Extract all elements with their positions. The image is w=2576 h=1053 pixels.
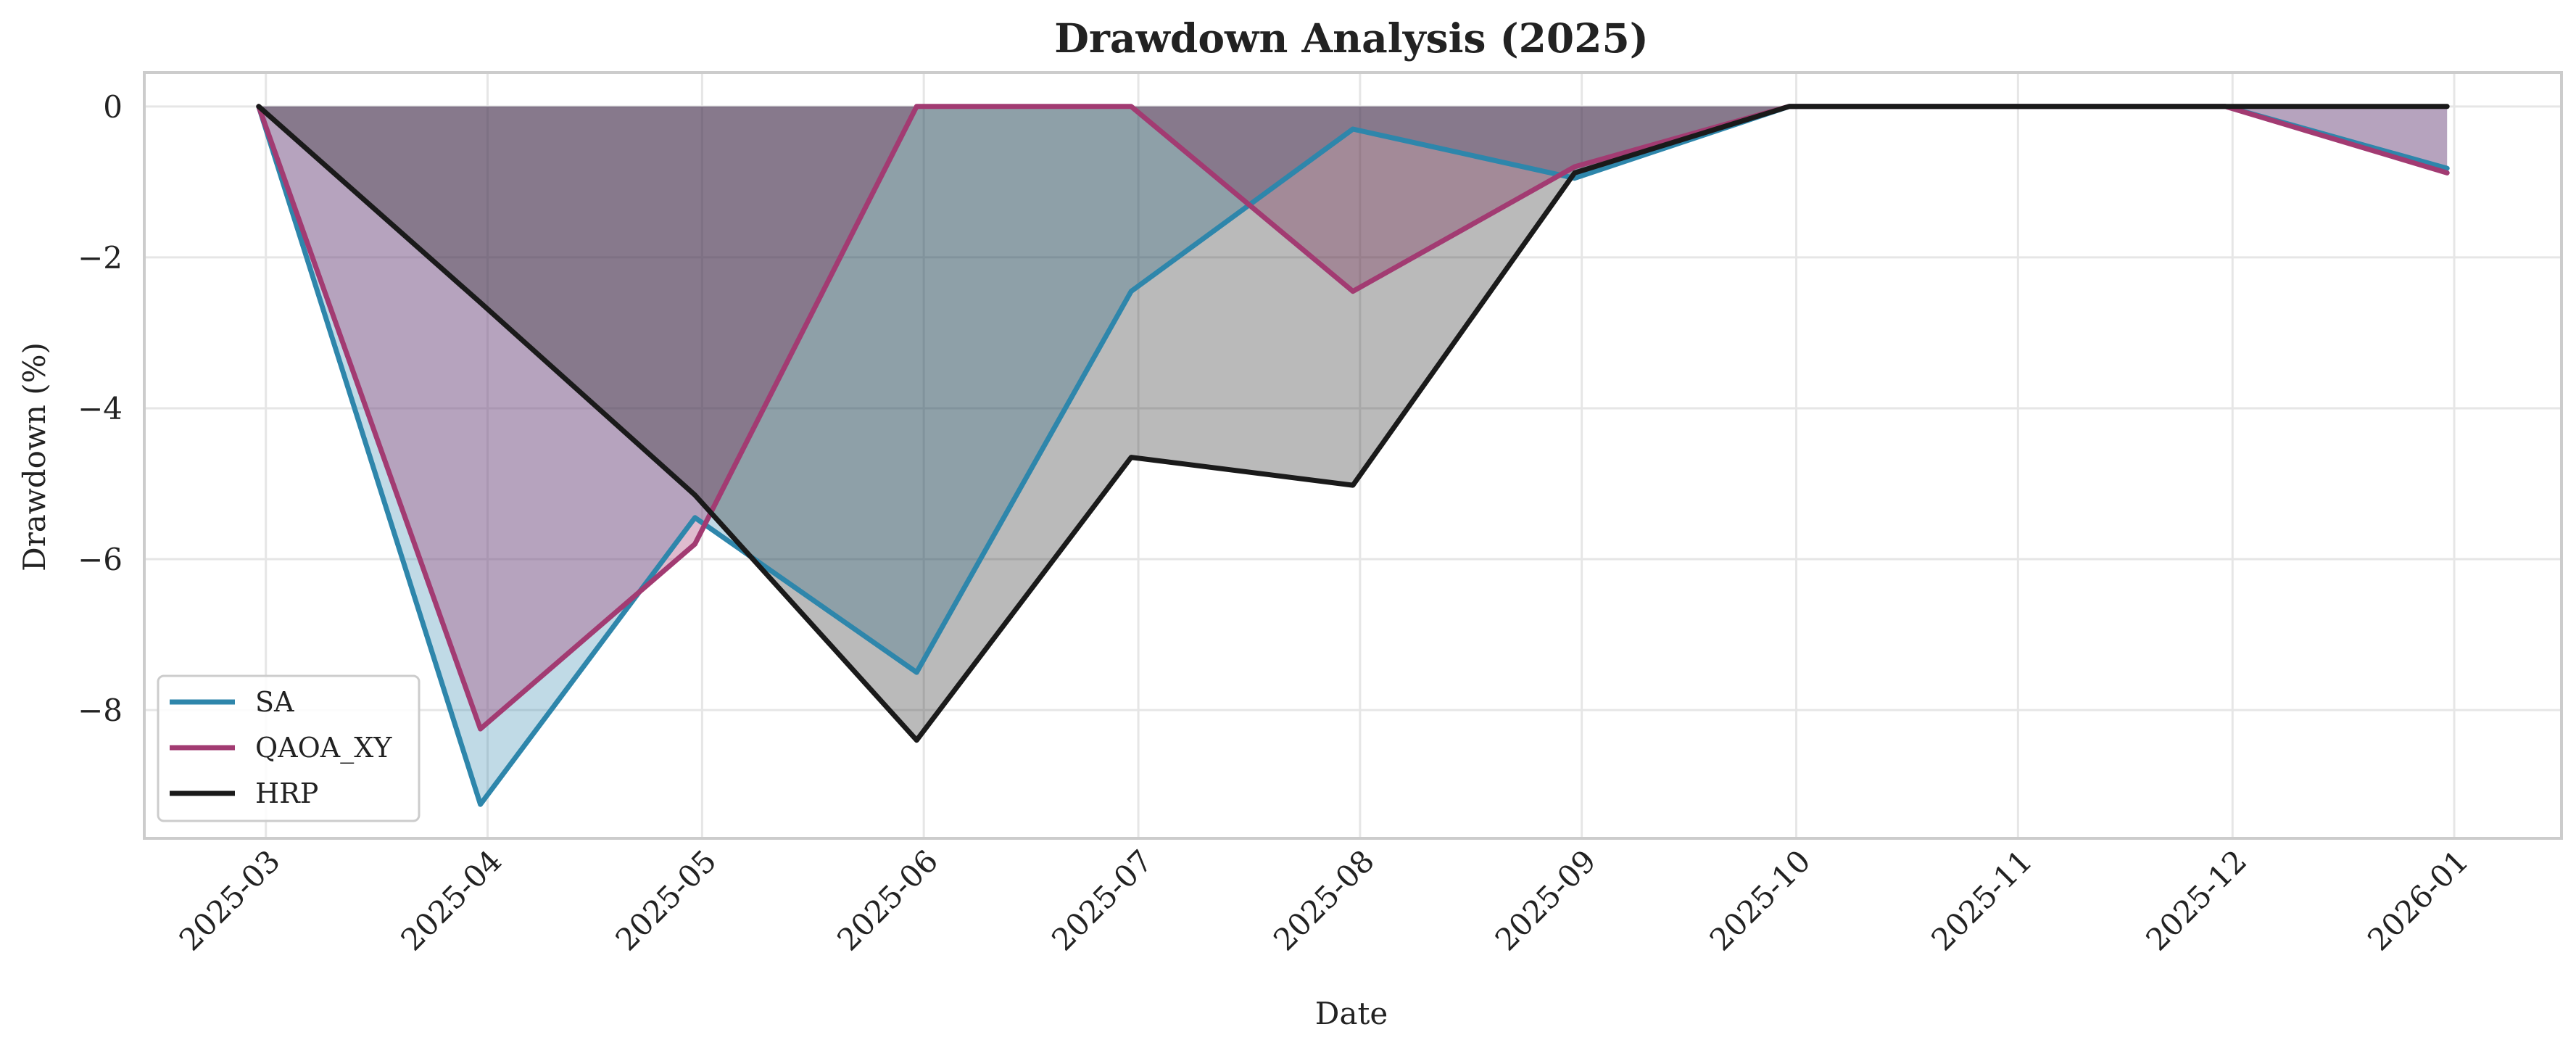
y-tick-label: −6 <box>78 542 123 577</box>
legend: SA QAOA_XY HRP <box>157 674 421 822</box>
y-tick-label: −8 <box>78 693 123 728</box>
legend-label-hrp: HRP <box>255 777 318 809</box>
grid-lines <box>144 73 2561 838</box>
area-sa <box>258 106 2448 805</box>
x-axis-label: Date <box>1315 996 1388 1031</box>
x-tick-label: 2025-05 <box>608 843 723 957</box>
x-tick-label: 2025-11 <box>1924 843 2039 957</box>
legend-label-sa: SA <box>255 686 294 718</box>
x-tick-label: 2026-01 <box>2361 843 2475 957</box>
y-tick-label: 0 <box>103 89 123 125</box>
y-axis-label: Drawdown (%) <box>17 342 52 571</box>
x-tick-label: 2025-10 <box>1703 843 1818 957</box>
chart-title: Drawdown Analysis (2025) <box>1054 15 1649 62</box>
plot-frame <box>143 71 2563 840</box>
area-qaoa-xy <box>258 106 2448 730</box>
area-fills <box>258 106 2448 805</box>
area-hrp <box>258 106 2448 740</box>
x-tick-label: 2025-12 <box>2139 843 2253 957</box>
line-hrp <box>256 104 2450 743</box>
x-tick-label: 2025-07 <box>1045 843 1159 957</box>
y-tick-label: −4 <box>78 391 123 426</box>
y-tick-label: −2 <box>78 240 123 276</box>
x-tick-label: 2025-09 <box>1488 843 1603 957</box>
x-tick-label: 2025-06 <box>830 843 945 957</box>
series-lines <box>256 104 2450 807</box>
x-tick-label: 2025-03 <box>173 843 287 957</box>
legend-label-qaoa-xy: QAOA_XY <box>255 732 392 764</box>
x-tick-label: 2025-08 <box>1267 843 1381 957</box>
x-tick-label: 2025-04 <box>394 843 508 957</box>
legend-box <box>157 674 421 822</box>
